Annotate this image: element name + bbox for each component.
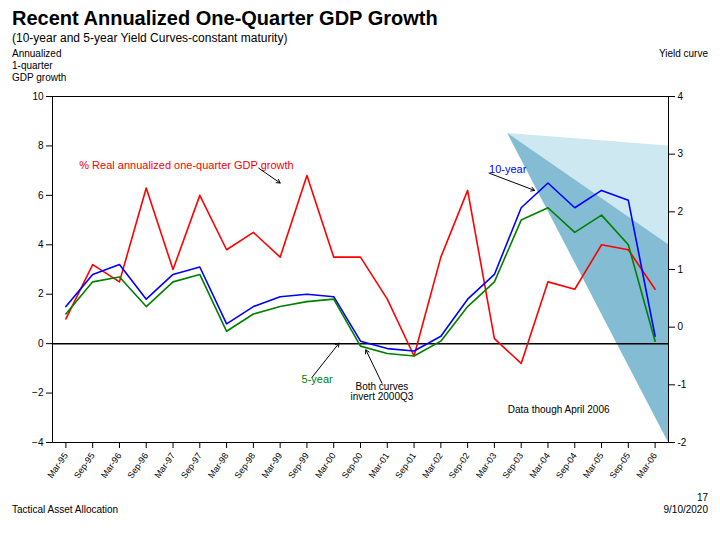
- svg-text:Sep-01: Sep-01: [393, 451, 418, 481]
- svg-text:0: 0: [678, 321, 684, 332]
- svg-text:Sep-00: Sep-00: [340, 451, 365, 481]
- html-text:Yield curve: Yield curve: [658, 48, 708, 59]
- svg-text:Mar-95: Mar-95: [45, 451, 70, 480]
- svg-text:Mar-98: Mar-98: [206, 451, 231, 480]
- svg-text:Mar-99: Mar-99: [260, 451, 285, 480]
- html-text:Annualized 1-quarter GDP growt: Annualized 1-quarter GDP growth: [12, 48, 67, 83]
- svg-text:2: 2: [678, 206, 684, 217]
- svg-text:Sep-98: Sep-98: [233, 451, 258, 481]
- svg-text:Mar-01: Mar-01: [367, 451, 392, 480]
- html-text:Recent Annualized One-Quarter: Recent Annualized One-Quarter GDP Growth: [12, 7, 438, 29]
- svg-text:6: 6: [38, 190, 44, 201]
- svg-text:Sep-02: Sep-02: [447, 451, 472, 481]
- svg-text:0: 0: [38, 338, 44, 349]
- html-text:17: 17: [696, 492, 708, 503]
- html-text:9/10/2020: 9/10/2020: [663, 504, 708, 515]
- svg-text:Both curvesinvert 2000Q3: Both curvesinvert 2000Q3: [351, 381, 414, 402]
- svg-text:Mar-00: Mar-00: [313, 451, 338, 480]
- svg-text:Sep-99: Sep-99: [286, 451, 311, 481]
- html-text:Tactical Asset Allocation: Tactical Asset Allocation: [12, 504, 119, 515]
- svg-text:Mar-96: Mar-96: [99, 451, 124, 480]
- svg-text:% Real annualized one-quarter: % Real annualized one-quarter GDP growth: [79, 159, 293, 171]
- svg-text:1: 1: [678, 264, 684, 275]
- svg-text:Mar-06: Mar-06: [635, 451, 660, 480]
- svg-text:10-year: 10-year: [489, 163, 527, 175]
- svg-text:-1: -1: [678, 379, 687, 390]
- svg-text:Mar-02: Mar-02: [420, 451, 445, 480]
- svg-text:Mar-97: Mar-97: [152, 451, 177, 480]
- svg-text:Sep-96: Sep-96: [125, 451, 150, 481]
- svg-text:−4: −4: [32, 437, 44, 448]
- svg-text:−2: −2: [32, 387, 44, 398]
- svg-text:Mar-04: Mar-04: [527, 451, 552, 480]
- svg-text:Mar-05: Mar-05: [581, 451, 606, 480]
- svg-text:Sep-97: Sep-97: [179, 451, 204, 481]
- svg-text:Sep-03: Sep-03: [500, 451, 525, 481]
- svg-text:Mar-03: Mar-03: [474, 451, 499, 480]
- svg-text:Sep-04: Sep-04: [554, 451, 579, 481]
- svg-text:2: 2: [38, 288, 44, 299]
- html-text:(10-year and 5-year Yield Curv: (10-year and 5-year Yield Curves-constan…: [12, 31, 288, 45]
- svg-text:5-year: 5-year: [302, 373, 334, 385]
- svg-text:Sep-05: Sep-05: [607, 451, 632, 481]
- svg-text:-2: -2: [678, 437, 687, 448]
- svg-text:3: 3: [678, 148, 684, 159]
- svg-text:4: 4: [38, 239, 44, 250]
- svg-text:4: 4: [678, 91, 684, 102]
- svg-text:10: 10: [32, 91, 44, 102]
- svg-text:Data though April 2006: Data though April 2006: [508, 404, 610, 415]
- svg-text:Sep-95: Sep-95: [72, 451, 97, 481]
- svg-text:8: 8: [38, 140, 44, 151]
